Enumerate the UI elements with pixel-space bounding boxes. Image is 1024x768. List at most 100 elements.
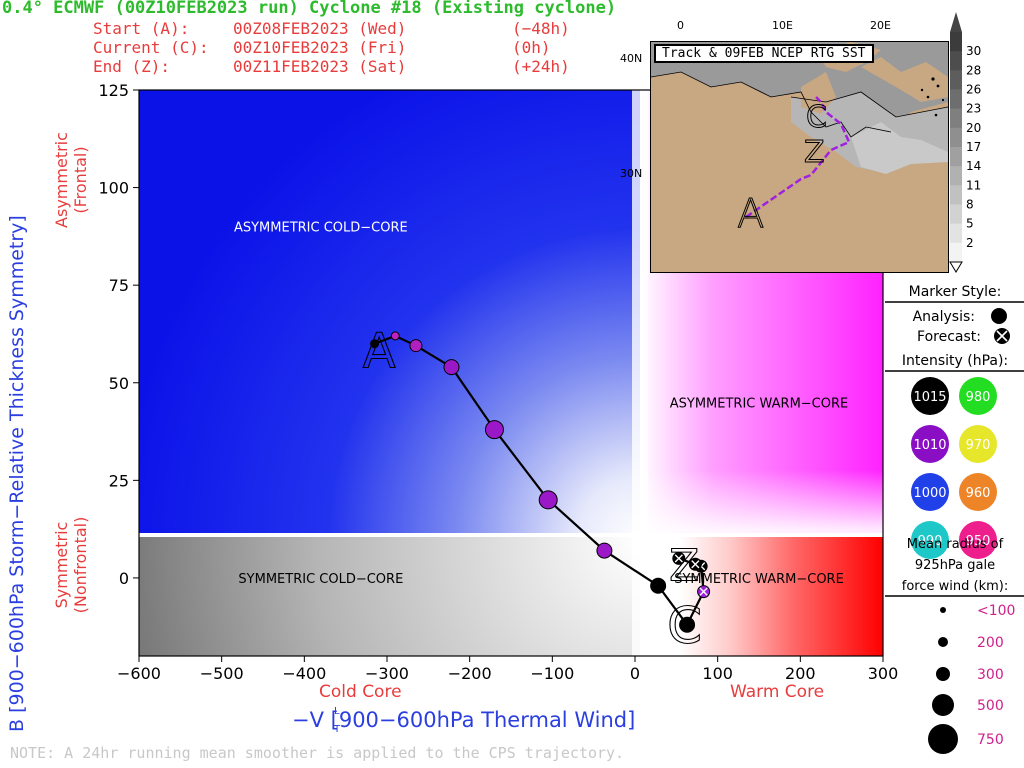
legend-radius-marker bbox=[928, 724, 958, 754]
x-tick-label: −200 bbox=[448, 664, 492, 683]
legend-radius-label: <100 bbox=[977, 603, 1015, 619]
end-offset: (+24h) bbox=[512, 57, 570, 76]
svg-text:C: C bbox=[806, 100, 827, 135]
legend-intensity-swatch bbox=[911, 425, 949, 463]
colorbar-tick-label: 14 bbox=[966, 159, 981, 173]
x-tick-label: 0 bbox=[630, 664, 640, 683]
sst-colorbar: 30 28 26 23 20 17 14 11 8 5 2 bbox=[949, 12, 981, 273]
svg-text:A: A bbox=[737, 191, 764, 237]
legend-intensity-swatch bbox=[959, 425, 997, 463]
legend-analysis-label: Analysis: bbox=[913, 309, 975, 325]
current-label: Current (C): bbox=[93, 38, 209, 57]
legend-radius-label: 300 bbox=[977, 667, 1004, 683]
inset-title: Track & 09FEB NCEP RTG SST bbox=[654, 44, 874, 63]
legend-intensity-value: 1010 bbox=[913, 438, 946, 453]
region-label: SYMMETRIC WARM−CORE bbox=[674, 572, 844, 587]
legend-intensity-swatch bbox=[911, 377, 949, 415]
colorbar-tick-label: 8 bbox=[966, 198, 974, 212]
colorbar-tick-label: 26 bbox=[966, 83, 981, 97]
legend-analysis-marker bbox=[991, 308, 1007, 324]
track-point-analysis bbox=[679, 616, 696, 633]
svg-text:Z: Z bbox=[804, 135, 825, 170]
legend-radius-label: 750 bbox=[977, 732, 1004, 748]
x-axis-title-subscript: T bbox=[334, 724, 341, 735]
x-axis-cold-core-label: Cold Core bbox=[319, 682, 402, 702]
start-offset: (−48h) bbox=[512, 19, 570, 38]
legend-radius-title-2: 925hPa gale bbox=[915, 558, 995, 573]
legend-intensity-swatch bbox=[911, 473, 949, 511]
forecast-cross bbox=[674, 554, 683, 563]
legend-intensity-title: Intensity (hPa): bbox=[902, 353, 1008, 369]
y-tick-label: 75 bbox=[109, 276, 129, 295]
inset-lat-tick-0: 40N bbox=[620, 52, 643, 65]
colorbar-segment bbox=[950, 70, 962, 90]
forecast-cross bbox=[699, 587, 708, 596]
y-tick-label: 125 bbox=[98, 81, 129, 100]
x-tick-label: −600 bbox=[117, 664, 161, 683]
track-point-analysis bbox=[596, 542, 613, 559]
colorbar-tick-label: 2 bbox=[966, 236, 974, 250]
start-time: 00Z08FEB2023 (Wed) bbox=[233, 19, 407, 38]
legend-intensity-swatch bbox=[959, 521, 997, 559]
x-tick-label: 200 bbox=[785, 664, 816, 683]
colorbar-segment bbox=[950, 127, 962, 148]
inset-lat-tick-1: 30N bbox=[620, 167, 643, 180]
legend-radius-marker bbox=[938, 637, 948, 647]
x-tick-label: 300 bbox=[868, 664, 899, 683]
legend-intensity-swatch bbox=[911, 521, 949, 559]
legend-intensity-swatch bbox=[959, 473, 997, 511]
track-point-analysis bbox=[443, 359, 460, 376]
inset-track-line bbox=[745, 96, 851, 219]
x-tick-label: −400 bbox=[282, 664, 326, 683]
end-time: 00Z11FEB2023 (Sat) bbox=[233, 57, 407, 76]
x-tick-label: −500 bbox=[200, 664, 244, 683]
y-tick-label: 25 bbox=[109, 471, 129, 490]
colorbar-tick-label: 28 bbox=[966, 63, 981, 77]
x-axis-warm-core-label: Warm Core bbox=[730, 682, 825, 702]
current-offset: (0h) bbox=[512, 38, 551, 57]
legend-radius-marker bbox=[932, 694, 954, 716]
current-time: 00Z10FEB2023 (Fri) bbox=[233, 38, 407, 57]
smoother-note: NOTE: A 24hr running mean smoother is ap… bbox=[10, 744, 625, 762]
colorbar-segment bbox=[950, 166, 962, 186]
region-label: ASYMMETRIC COLD−CORE bbox=[234, 221, 408, 236]
inset-map-svg: A Z C bbox=[651, 42, 948, 272]
track-point-analysis bbox=[409, 339, 423, 353]
legend-radius-title-1: Mean radius of bbox=[907, 537, 1004, 552]
legend-radius-marker bbox=[936, 667, 950, 681]
legend-intensity-value: 990 bbox=[918, 534, 943, 549]
track-point-analysis bbox=[538, 490, 558, 510]
colorbar-segment bbox=[950, 185, 962, 205]
legend-intensity-value: 950 bbox=[966, 534, 991, 549]
colorbar-top-arrow bbox=[950, 12, 962, 32]
track-point-analysis bbox=[390, 331, 400, 341]
legend-radius-title-3: force wind (km): bbox=[902, 579, 1008, 594]
legend-radius-label: 500 bbox=[977, 698, 1004, 714]
colorbar-tick-label: 20 bbox=[966, 121, 981, 135]
x-tick-label: 100 bbox=[702, 664, 733, 683]
legend-marker-style-title: Marker Style: bbox=[909, 284, 1002, 300]
x-axis-title: −V [900−600hPa Thermal Wind] bbox=[292, 708, 636, 732]
start-label: Start (A): bbox=[93, 19, 190, 38]
y-tick-label: 100 bbox=[98, 179, 129, 198]
legend-forecast-label: Forecast: bbox=[917, 329, 981, 345]
colorbar-segment bbox=[950, 204, 962, 225]
legend-intensity-swatch bbox=[959, 377, 997, 415]
colorbar-segment bbox=[950, 108, 962, 129]
track-point-analysis bbox=[484, 420, 504, 440]
track-point-analysis bbox=[650, 577, 667, 594]
colorbar-tick-label: 5 bbox=[966, 217, 974, 231]
x-tick-label: −100 bbox=[530, 664, 574, 683]
colorbar-segment bbox=[950, 32, 962, 52]
colorbar-bottom-arrow bbox=[949, 261, 963, 273]
inset-lon-tick-2: 20E bbox=[870, 19, 891, 32]
inset-lon-tick-0: 0 bbox=[677, 19, 684, 32]
inset-lon-tick-1: 10E bbox=[772, 19, 793, 32]
colorbar-tick-label: 23 bbox=[966, 102, 981, 116]
colorbar-segment bbox=[950, 51, 962, 71]
colorbar-segment bbox=[950, 223, 962, 244]
symmetric-cold-core-region bbox=[139, 535, 640, 656]
colorbar-segment bbox=[950, 89, 962, 110]
colorbar-segment bbox=[950, 242, 962, 263]
